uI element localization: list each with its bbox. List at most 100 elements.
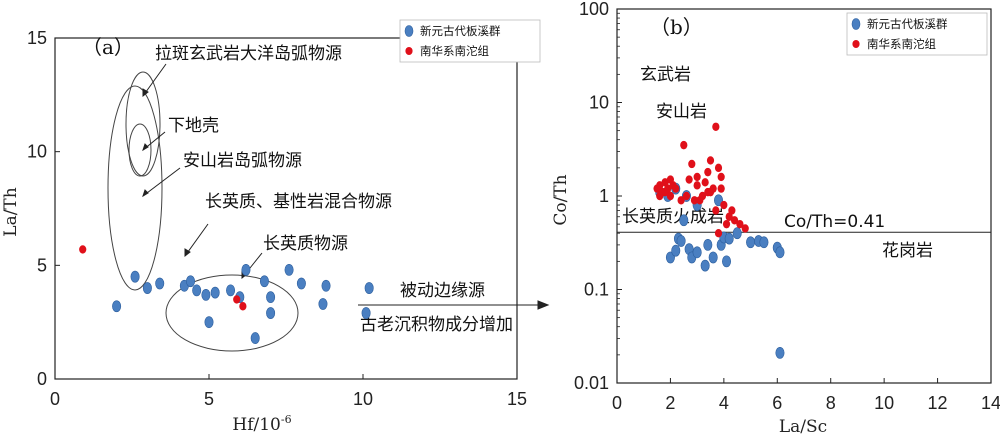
data-point-nantuo <box>693 172 701 182</box>
data-point-nantuo <box>239 302 247 311</box>
data-point-nantuo <box>693 181 701 190</box>
arrowhead-lower-crust <box>142 143 149 152</box>
panel-a-legend: 新元古代板溪群 南华系南沱组 <box>399 19 541 63</box>
data-point-nantuo <box>736 219 744 229</box>
field-oceanic-arc <box>125 71 161 177</box>
panel-b-legend-box <box>846 12 988 56</box>
data-point-banxi <box>241 263 251 276</box>
data-point-nantuo <box>714 163 723 173</box>
data-point-nantuo <box>698 191 707 201</box>
data-point-banxi <box>732 227 742 240</box>
arrow-mixed <box>184 223 209 257</box>
data-point-banxi <box>259 275 269 288</box>
data-point-banxi <box>671 244 681 257</box>
data-point-banxi <box>361 307 371 319</box>
panel-b-legend-label-0: 新元古代板溪群 <box>867 17 948 31</box>
y-tick-label: 0.1 <box>584 280 609 300</box>
panel-b-ticks: 0 2 4 6 8 10 12 14 0.01 0.1 1 10 100 <box>574 0 1000 413</box>
field-felsic <box>165 274 299 352</box>
data-point-banxi <box>112 300 122 313</box>
data-point-banxi <box>284 263 294 276</box>
arrowhead-andesitic-arc <box>142 189 149 198</box>
data-point-banxi <box>759 236 769 249</box>
panel-a-xlabel: Hf/10-6 <box>232 413 291 435</box>
panel-a-legend-label-0: 新元古代板溪群 <box>420 24 501 38</box>
data-point-nantuo <box>690 196 699 205</box>
panel-a-legend-marker-red <box>405 47 413 55</box>
data-point-nantuo <box>741 224 749 233</box>
arrowhead-mixed <box>184 248 191 258</box>
data-point-nantuo <box>706 156 715 165</box>
panel-b-label: （b） <box>650 15 703 39</box>
anno-old-sediment: 古老沉积物成分增加 <box>360 315 513 335</box>
data-point-banxi <box>700 259 710 272</box>
data-point-nantuo <box>677 196 685 205</box>
panel-a-ylabel: La/Th <box>1 187 21 236</box>
anno-andesite: 安山岩 <box>656 102 707 122</box>
data-point-banxi <box>318 298 328 310</box>
anno-andesitic-arc: 安山岩岛弧物源 <box>183 151 302 171</box>
data-point-banxi <box>364 282 374 294</box>
y-tick-label: 100 <box>579 0 609 19</box>
data-point-nantuo <box>680 140 688 150</box>
data-point-nantuo <box>666 191 675 201</box>
anno-felsic-igneous: 长英质火成岩 <box>622 207 724 227</box>
arrow-andesitic-arc <box>142 167 181 197</box>
panel-b-ylabel: Co/Th <box>551 174 571 225</box>
panel-b-legend-marker-red <box>852 40 860 48</box>
data-point-banxi <box>186 275 196 288</box>
y-tick-label: 0.01 <box>574 373 609 393</box>
data-point-nantuo <box>709 184 717 193</box>
data-point-nantuo <box>688 159 696 169</box>
data-point-nantuo <box>672 184 680 193</box>
panel-a: （a） 拉斑玄武岩大洋岛弧物源 下地壳 安山岩岛弧物源 长英质、基性岩混合物源 … <box>1 19 550 435</box>
data-point-banxi <box>142 282 152 294</box>
data-point-banxi <box>722 255 732 268</box>
data-point-banxi <box>155 277 165 290</box>
y-tick-label: 5 <box>37 255 47 275</box>
anno-felsic: 长英质物源 <box>263 234 348 254</box>
data-point-nantuo <box>717 184 725 193</box>
data-point-nantuo <box>730 216 739 225</box>
x-tick-label: 8 <box>826 393 836 413</box>
x-tick-label: 0 <box>50 389 60 409</box>
data-point-nantuo <box>712 206 720 215</box>
data-point-banxi <box>226 284 236 297</box>
data-point-banxi <box>130 270 140 283</box>
data-point-banxi <box>703 238 713 251</box>
data-point-nantuo <box>717 172 725 182</box>
panel-a-legend-box <box>399 19 541 63</box>
panel-b-xlabel: La/Sc <box>779 417 827 437</box>
reference-line-label: Co/Th=0.41 <box>784 212 885 232</box>
data-point-nantuo <box>682 191 691 201</box>
anno-granite: 花岗岩 <box>882 241 933 261</box>
x-tick-label: 10 <box>874 393 894 413</box>
data-point-banxi <box>746 236 756 249</box>
x-tick-label: 15 <box>507 389 527 409</box>
anno-passive-margin: 被动边缘源 <box>400 281 485 301</box>
y-tick-label: 1 <box>599 186 609 206</box>
arrowhead-oceanic-arc <box>142 88 149 98</box>
arrow-oceanic-arc <box>142 63 167 97</box>
y-tick-label: 10 <box>27 142 47 162</box>
anno-basalt: 玄武岩 <box>640 65 691 85</box>
panel-b-legend: 新元古代板溪群 南华系南沱组 <box>846 12 988 56</box>
panel-a-frame <box>54 37 518 380</box>
data-point-nantuo <box>666 175 675 184</box>
x-tick-label: 2 <box>665 393 675 413</box>
data-point-nantuo <box>701 178 709 187</box>
anno-mixed: 长英质、基性岩混合物源 <box>205 192 392 212</box>
y-tick-label: 0 <box>37 369 47 389</box>
panel-b-points <box>653 122 785 359</box>
data-point-banxi <box>321 279 331 292</box>
x-tick-label: 4 <box>719 393 729 413</box>
data-point-nantuo <box>728 206 736 215</box>
x-tick-label: 6 <box>772 393 782 413</box>
data-point-nantuo <box>656 191 664 201</box>
panel-b-legend-marker-blue <box>851 18 861 30</box>
y-tick-label: 10 <box>589 93 609 113</box>
x-tick-label: 12 <box>928 393 948 413</box>
data-point-nantuo <box>661 187 669 197</box>
data-point-nantuo <box>685 175 693 184</box>
data-point-nantuo <box>720 200 728 210</box>
